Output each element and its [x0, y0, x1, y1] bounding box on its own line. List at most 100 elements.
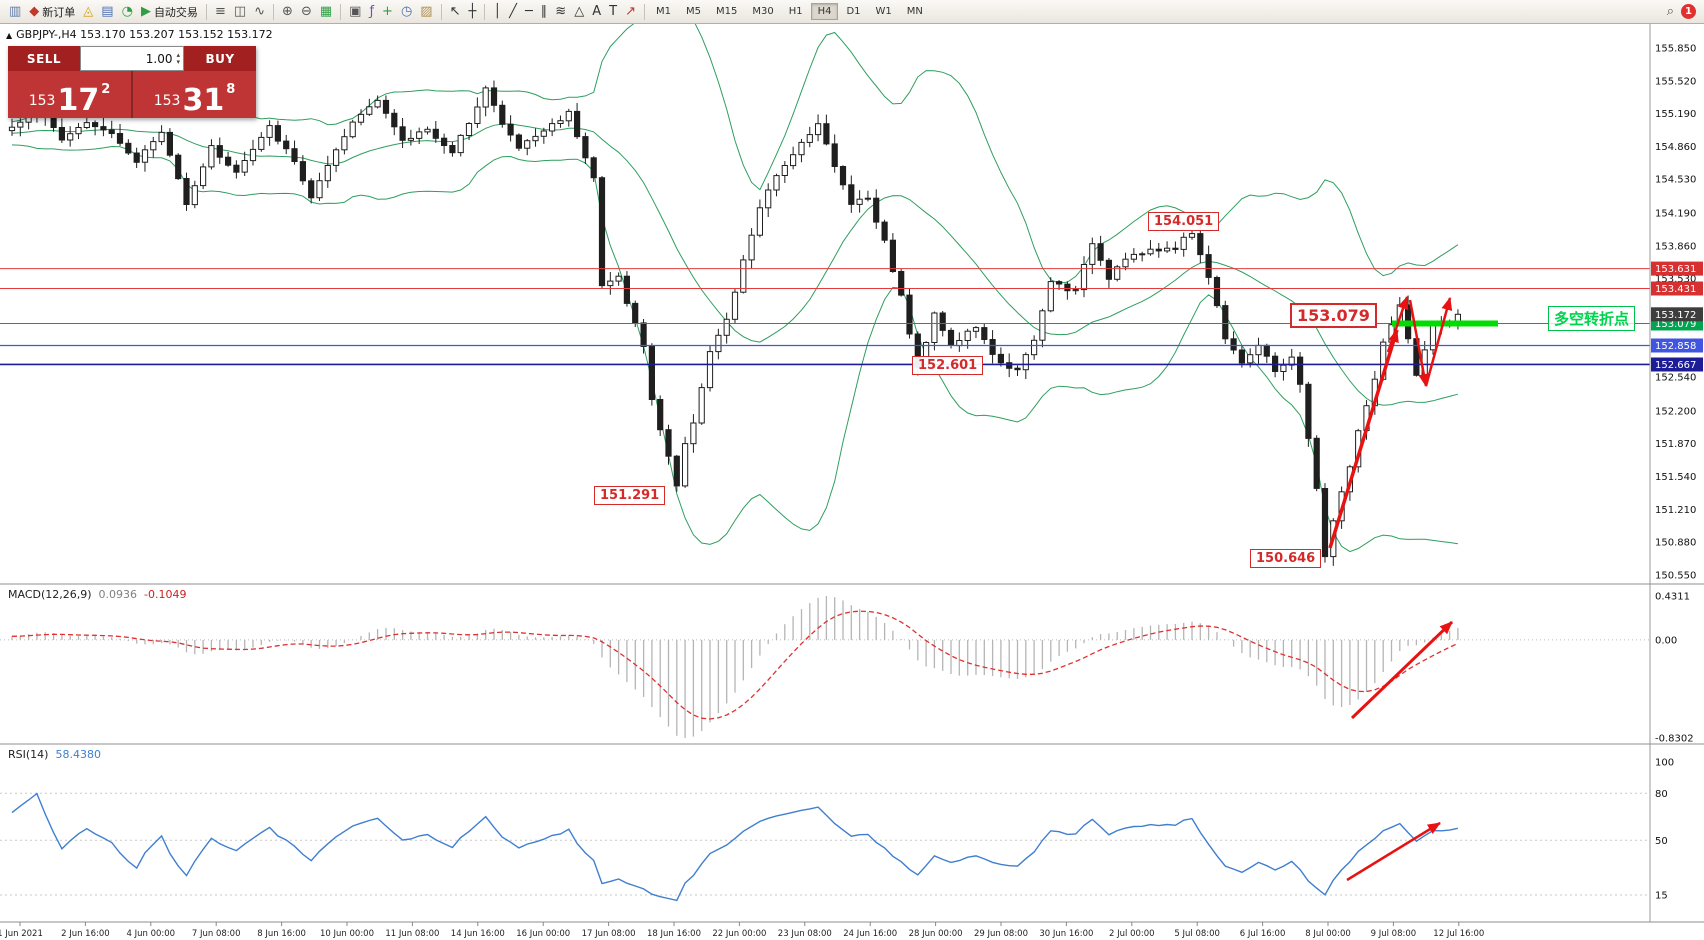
- svg-text:153.431: 153.431: [1655, 284, 1696, 295]
- new-chart-button[interactable]: ▥: [5, 3, 25, 20]
- sell-price-display[interactable]: 153 17 2: [8, 71, 131, 118]
- svg-text:6 Jul 16:00: 6 Jul 16:00: [1240, 929, 1286, 939]
- sell-button[interactable]: SELL: [8, 46, 80, 71]
- svg-text:17 Jun 08:00: 17 Jun 08:00: [582, 929, 636, 939]
- fibonacci-button[interactable]: ≋: [551, 3, 570, 20]
- arrange-windows-button[interactable]: ▣: [345, 3, 365, 20]
- line-chart-button[interactable]: ∿: [250, 3, 269, 20]
- shapes-button[interactable]: △: [570, 3, 588, 20]
- timeframe-m30[interactable]: M30: [752, 6, 774, 17]
- cursor-button[interactable]: ↖: [446, 3, 465, 20]
- svg-text:152.540: 152.540: [1655, 373, 1696, 384]
- new-order-button[interactable]: ◆ 新订单: [25, 2, 79, 22]
- text-label-button[interactable]: T: [605, 3, 621, 20]
- volume-down-icon[interactable]: ▾: [176, 57, 180, 66]
- macd-panel-plot[interactable]: [0, 596, 1650, 738]
- toolbar-separator: [440, 3, 442, 20]
- volume-up-icon[interactable]: ▴: [176, 50, 180, 59]
- rsi-name: RSI(14): [8, 748, 49, 761]
- timeframe-h4[interactable]: H4: [810, 3, 839, 20]
- rsi-value: 58.4380: [55, 748, 101, 761]
- add-indicator-button[interactable]: +: [378, 3, 397, 20]
- volume-field[interactable]: 1.00 ▴ ▾: [80, 46, 184, 71]
- horizontal-line-button[interactable]: ─: [521, 3, 537, 20]
- svg-text:150.550: 150.550: [1655, 571, 1696, 582]
- market-watch-button[interactable]: ▤: [97, 3, 117, 20]
- cursor-icon: ↖: [449, 4, 461, 19]
- svg-text:12 Jul 16:00: 12 Jul 16:00: [1433, 929, 1484, 939]
- auto-trading-button[interactable]: ▶ 自动交易: [137, 2, 202, 22]
- sell-price-big: 17: [57, 82, 100, 118]
- mid-support-label[interactable]: 152.601: [912, 356, 984, 375]
- bar-chart-button[interactable]: ≡: [211, 3, 230, 20]
- channel-button[interactable]: ∥: [537, 3, 552, 20]
- price-axis[interactable]: 155.850 155.520 155.190 154.860 154.530 154.1…: [1651, 44, 1703, 902]
- search-icon[interactable]: ⌕: [1666, 4, 1674, 19]
- templates-button[interactable]: ▨: [416, 3, 436, 20]
- trendline-button[interactable]: ╱: [505, 3, 521, 20]
- svg-text:-0.8302: -0.8302: [1655, 734, 1694, 745]
- svg-text:153.530: 153.530: [1655, 274, 1696, 285]
- svg-text:28 Jun 00:00: 28 Jun 00:00: [909, 929, 963, 939]
- rsi-panel-plot[interactable]: [0, 792, 1650, 902]
- june-low-label[interactable]: 151.291: [594, 486, 666, 505]
- auto-trading-icon: ▶: [140, 4, 151, 19]
- zoom-out-button[interactable]: ⊖: [297, 3, 316, 20]
- svg-text:154.860: 154.860: [1655, 142, 1696, 153]
- one-click-panel-toggle-icon[interactable]: ▲: [6, 31, 13, 40]
- arrows-tool-button[interactable]: ↗: [621, 3, 640, 20]
- fibonacci-icon: ≋: [555, 4, 567, 19]
- timeframe-m5[interactable]: M5: [685, 6, 701, 17]
- turning-point-label[interactable]: 多空转折点: [1548, 306, 1636, 331]
- quotes-button[interactable]: ◬: [79, 3, 97, 20]
- zoom-in-icon: ⊕: [282, 4, 293, 19]
- crosshair-icon: ┼: [468, 4, 477, 19]
- periods-button[interactable]: ◷: [397, 3, 416, 20]
- arrows-tool-icon: ↗: [625, 4, 636, 19]
- svg-text:29 Jun 08:00: 29 Jun 08:00: [974, 929, 1028, 939]
- pivot-price-label[interactable]: 153.079: [1290, 303, 1377, 328]
- toolbar-separator: [205, 3, 207, 20]
- vertical-line-button[interactable]: │: [489, 3, 505, 20]
- volume-value: 1.00: [145, 51, 173, 66]
- trend-arrows[interactable]: [1328, 296, 1454, 882]
- svg-text:23 Jun 08:00: 23 Jun 08:00: [778, 929, 832, 939]
- timeframe-w1[interactable]: W1: [875, 6, 892, 17]
- timeframe-mn[interactable]: MN: [906, 6, 923, 17]
- navigator-button[interactable]: ◔: [118, 3, 137, 20]
- zoom-in-button[interactable]: ⊕: [278, 3, 297, 20]
- timeframe-m1[interactable]: M1: [655, 6, 671, 17]
- buy-price-display[interactable]: 153 31 8: [133, 71, 256, 118]
- shapes-icon: △: [574, 4, 585, 19]
- svg-text:154.190: 154.190: [1655, 209, 1696, 220]
- svg-text:9 Jul 08:00: 9 Jul 08:00: [1371, 929, 1417, 939]
- timeframe-d1[interactable]: D1: [846, 6, 861, 17]
- new-chart-icon: ▥: [9, 4, 22, 19]
- timeframe-h1[interactable]: H1: [788, 6, 803, 17]
- bar-chart-icon: ≡: [214, 4, 226, 19]
- time-axis[interactable]: 1 Jun 2021 2 Jun 16:00 4 Jun 00:00 7 Jun 08…: [0, 922, 1484, 939]
- price-divider: [131, 71, 133, 118]
- candlestick-chart-button[interactable]: ◫: [230, 3, 250, 20]
- line-chart-icon: ∿: [254, 4, 266, 19]
- svg-text:155.850: 155.850: [1655, 44, 1696, 55]
- svg-text:153.079: 153.079: [1655, 319, 1696, 330]
- text-button[interactable]: A: [588, 3, 605, 20]
- volume-spinner[interactable]: ▴ ▾: [176, 52, 180, 65]
- tile-windows-button[interactable]: ▦: [316, 3, 336, 20]
- svg-text:18 Jun 16:00: 18 Jun 16:00: [647, 929, 701, 939]
- notification-badge[interactable]: 1: [1681, 4, 1696, 19]
- crosshair-button[interactable]: ┼: [464, 3, 480, 20]
- main-toolbar: ▥ ◆ 新订单 ◬ ▤ ◔ ▶ 自动交易 ≡ ◫ ∿ ⊕ ⊖ ▦ ▣ ƒ + ◷ ▨ ↖ ┼ │ ╱ ─ ∥ ≋ △ A T ↗ M1 M5 M…: [0, 0, 1704, 24]
- svg-text:8 Jun 16:00: 8 Jun 16:00: [257, 929, 306, 939]
- major-low-label[interactable]: 150.646: [1250, 549, 1322, 568]
- macd-name: MACD(12,26,9): [8, 588, 92, 601]
- text-label-icon: T: [609, 4, 618, 19]
- timeframe-m15[interactable]: M15: [715, 6, 738, 17]
- swing-high-label[interactable]: 154.051: [1148, 212, 1220, 231]
- vertical-line-icon: │: [493, 4, 502, 19]
- buy-button[interactable]: BUY: [184, 46, 256, 71]
- indicators-button[interactable]: ƒ: [365, 3, 378, 20]
- svg-text:153.172: 153.172: [1655, 310, 1696, 321]
